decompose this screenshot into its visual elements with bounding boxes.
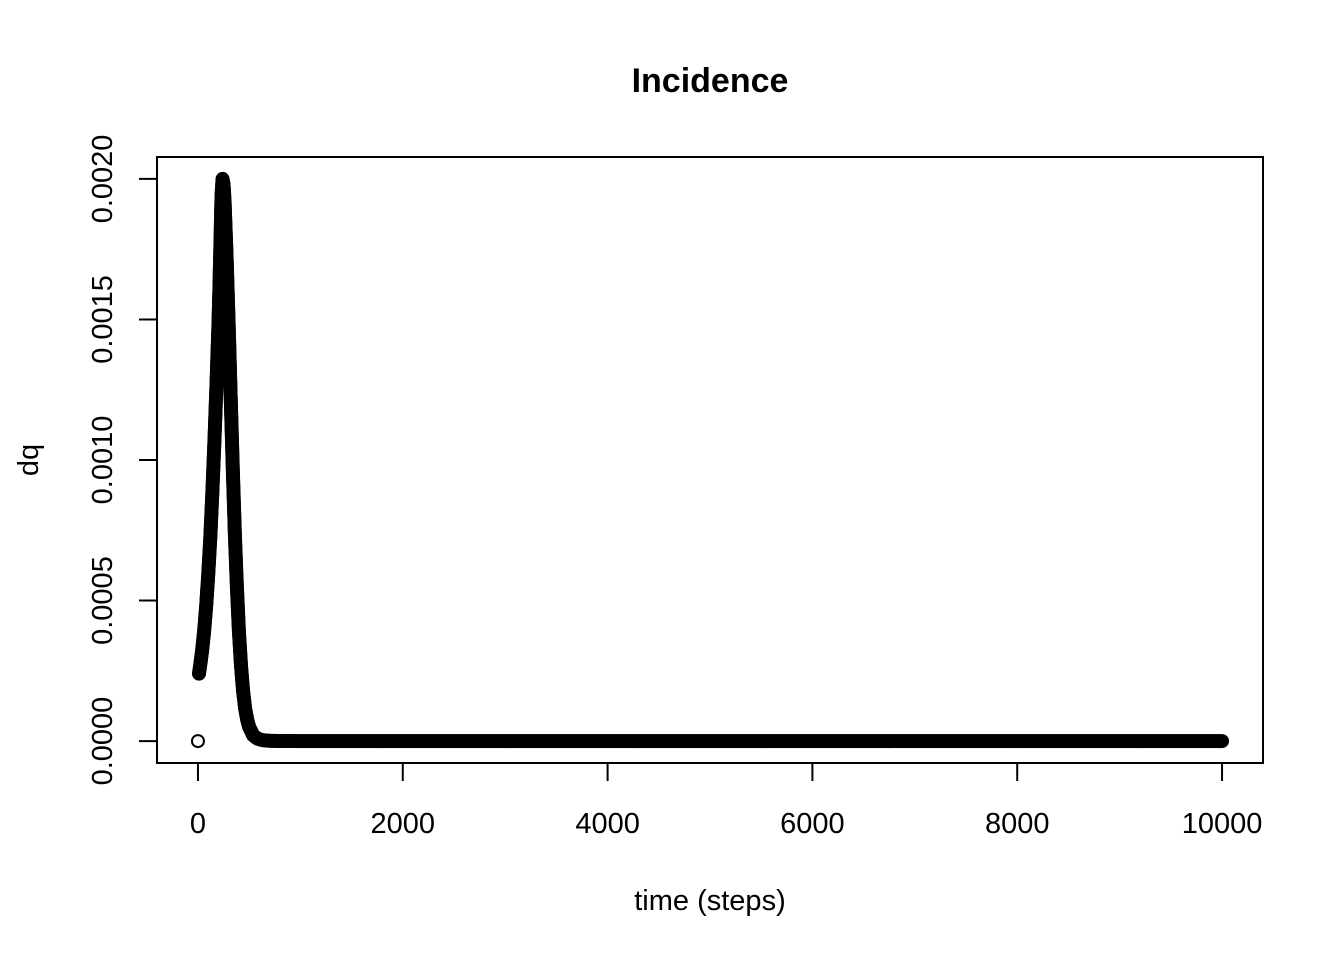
y-tick-label: 0.0020 (87, 135, 119, 224)
x-tick-label: 0 (190, 808, 206, 840)
x-axis: 0 2000 4000 6000 8000 10000 (190, 762, 1263, 840)
y-tick-label: 0.0005 (87, 556, 119, 645)
x-axis-label: time (steps) (634, 885, 785, 917)
y-axis: 0.0000 0.0005 0.0010 0.0015 0.0020 (87, 135, 158, 786)
chart-title: Incidence (632, 62, 789, 100)
data-points (190, 171, 1230, 749)
x-tick-label: 4000 (575, 808, 640, 840)
data-point (190, 734, 205, 749)
y-tick-label: 0.0010 (87, 416, 119, 505)
plot-box (156, 156, 1264, 764)
x-tick-label: 2000 (371, 808, 436, 840)
y-tick-label: 0.0000 (87, 697, 119, 786)
y-axis-label: dq (13, 444, 45, 476)
x-tick-label: 8000 (985, 808, 1050, 840)
data-point (1215, 734, 1230, 749)
x-tick-label: 6000 (780, 808, 845, 840)
x-tick-label: 10000 (1182, 808, 1263, 840)
y-tick-label: 0.0015 (87, 275, 119, 364)
